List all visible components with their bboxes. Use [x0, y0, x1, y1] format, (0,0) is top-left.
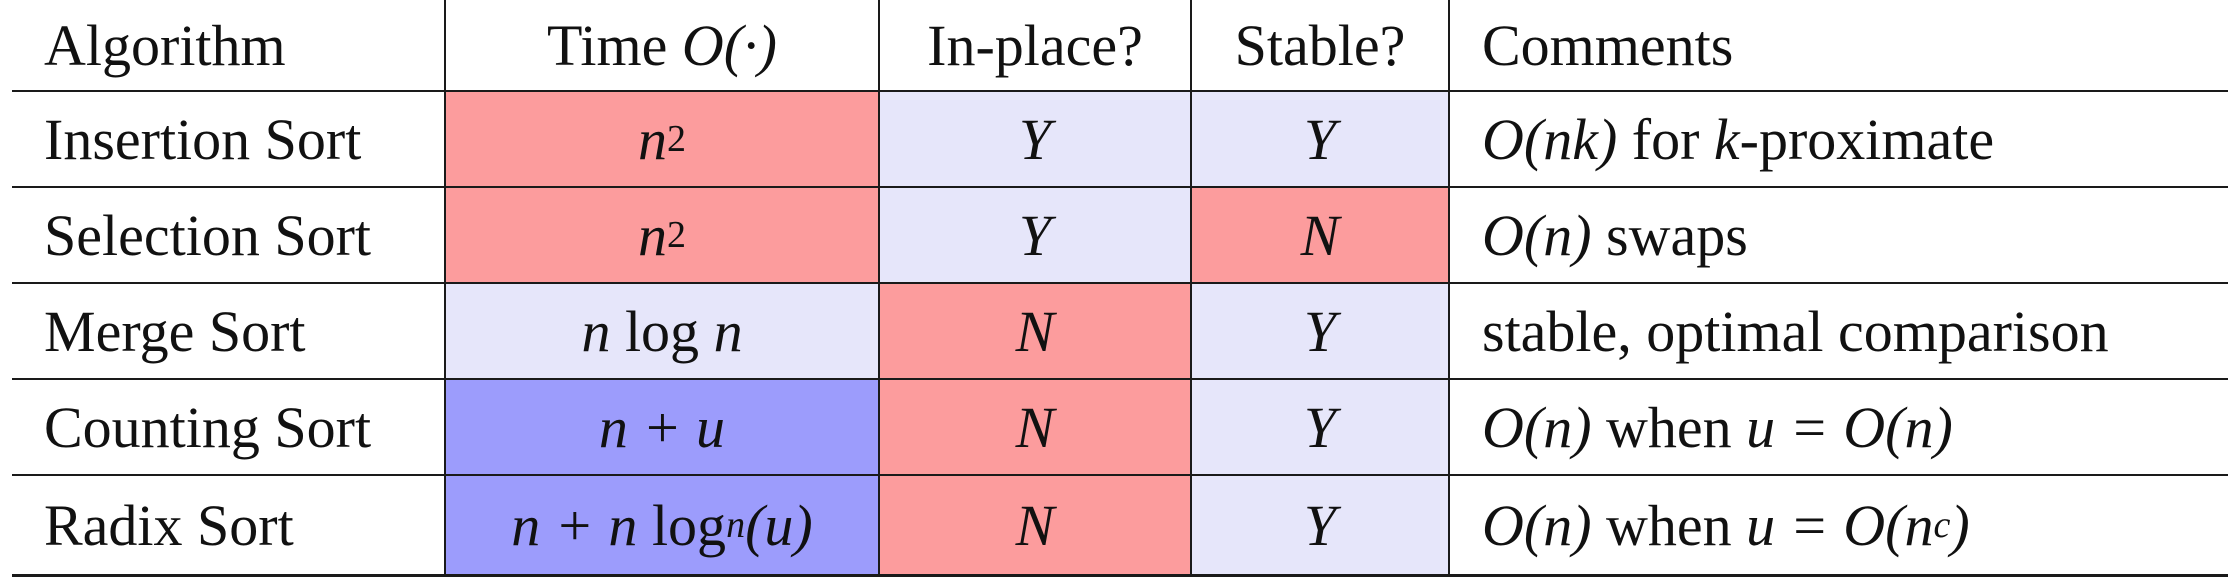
cell-comment: O(n) when u = O(n) [1450, 380, 2228, 474]
cell-inplace: Y [880, 92, 1190, 186]
comment-variable: k [1713, 106, 1740, 172]
comment-text: when [1591, 394, 1747, 460]
header-comments-text: Comments [1482, 12, 1734, 78]
rule-row-3 [12, 378, 2228, 380]
comment-equation: u = O(n [1746, 492, 1934, 558]
cell-inplace: N [880, 476, 1190, 574]
header-inplace: In-place? [880, 0, 1190, 90]
stable-value: Y [1303, 492, 1337, 558]
cell-comment: O(n) swaps [1450, 188, 2228, 282]
inplace-value: N [1015, 298, 1055, 364]
inplace-value: Y [1018, 202, 1052, 268]
comment-complexity: O(n) [1482, 202, 1592, 268]
time-base: n [638, 106, 667, 172]
stable-value: N [1300, 202, 1340, 268]
vrule-4 [1448, 0, 1450, 577]
stable-value: Y [1303, 298, 1337, 364]
cell-stable: Y [1192, 476, 1448, 574]
inplace-value: N [1015, 492, 1055, 558]
rule-row-2 [12, 282, 2228, 284]
cell-time: n + n log n (u) [446, 476, 878, 574]
header-time-text: Time [547, 12, 682, 78]
algorithm-name: Insertion Sort [44, 106, 362, 172]
cell-algorithm: Counting Sort [12, 380, 444, 474]
time-term-b: (u) [745, 492, 813, 558]
time-term-a: n [581, 298, 611, 364]
comment-complexity: O(n) [1482, 394, 1592, 460]
comment-text: stable, optimal comparison [1482, 298, 2109, 364]
cell-stable: Y [1192, 92, 1448, 186]
time-term-a: n + n [511, 492, 638, 558]
cell-algorithm: Insertion Sort [12, 92, 444, 186]
cell-algorithm: Radix Sort [12, 476, 444, 574]
time-log: log [610, 298, 714, 364]
cell-algorithm: Selection Sort [12, 188, 444, 282]
header-time-math: O(·) [681, 12, 777, 78]
rule-row-1 [12, 186, 2228, 188]
header-stable-text: Stable? [1234, 12, 1406, 78]
cell-inplace: N [880, 380, 1190, 474]
comment-text: for [1617, 106, 1714, 172]
inplace-value: Y [1018, 106, 1052, 172]
cell-time: n log n [446, 284, 878, 378]
inplace-value: N [1015, 394, 1055, 460]
table-row-merge-sort: Merge Sort n log n N Y stable, optimal c… [0, 284, 2240, 378]
cell-comment: O(n) when u = O(n c) [1482, 492, 1970, 558]
stable-value: Y [1303, 106, 1337, 172]
cell-stable: Y [1192, 380, 1448, 474]
header-algorithm-text: Algorithm [44, 12, 286, 78]
algorithm-name: Selection Sort [44, 202, 372, 268]
rule-row-4 [12, 474, 2228, 476]
comment-equation: u = O(n) [1746, 394, 1953, 460]
cell-comment: O(nk) for k -proximate [1450, 92, 2228, 186]
algorithm-name: Radix Sort [44, 492, 294, 558]
cell-inplace: Y [880, 188, 1190, 282]
comment-close-paren: ) [1950, 492, 1970, 558]
table-row-counting-sort: Counting Sort n + u N Y O(n) when u = O(… [0, 380, 2240, 474]
algorithm-name: Merge Sort [44, 298, 306, 364]
cell-stable: Y [1192, 284, 1448, 378]
cell-algorithm: Merge Sort [12, 284, 444, 378]
time-expression: n + u [598, 394, 726, 460]
header-time: Time O(·) [446, 0, 878, 90]
time-base: n [638, 202, 667, 268]
comment-text: swaps [1591, 202, 1748, 268]
vrule-1 [444, 0, 446, 577]
rule-header [12, 90, 2228, 92]
comment-complexity: O(n) [1482, 492, 1592, 558]
header-row: Algorithm Time O(·) In-place? Stable? Co… [0, 0, 2240, 90]
header-stable: Stable? [1192, 0, 1448, 90]
cell-comment: stable, optimal comparison [1450, 284, 2228, 378]
header-inplace-text: In-place? [927, 12, 1143, 78]
table-row-radix-sort: Radix Sort n + n log n (u) N Y O(n) when u… [0, 476, 2240, 574]
vrule-2 [878, 0, 880, 577]
rule-bottom [12, 574, 2228, 577]
header-comments: Comments [1450, 0, 2228, 90]
stable-value: Y [1303, 394, 1337, 460]
comment-text-suffix: -proximate [1739, 106, 1995, 172]
comment-text: when [1591, 492, 1747, 558]
header-algorithm: Algorithm [12, 0, 444, 90]
comment-complexity: O(nk) [1482, 106, 1618, 172]
time-log: log [637, 492, 727, 558]
cell-stable: N [1192, 188, 1448, 282]
algorithm-name: Counting Sort [44, 394, 372, 460]
cell-inplace: N [880, 284, 1190, 378]
cell-time: n + u [446, 380, 878, 474]
vrule-3 [1190, 0, 1192, 577]
time-term-b: n [713, 298, 743, 364]
